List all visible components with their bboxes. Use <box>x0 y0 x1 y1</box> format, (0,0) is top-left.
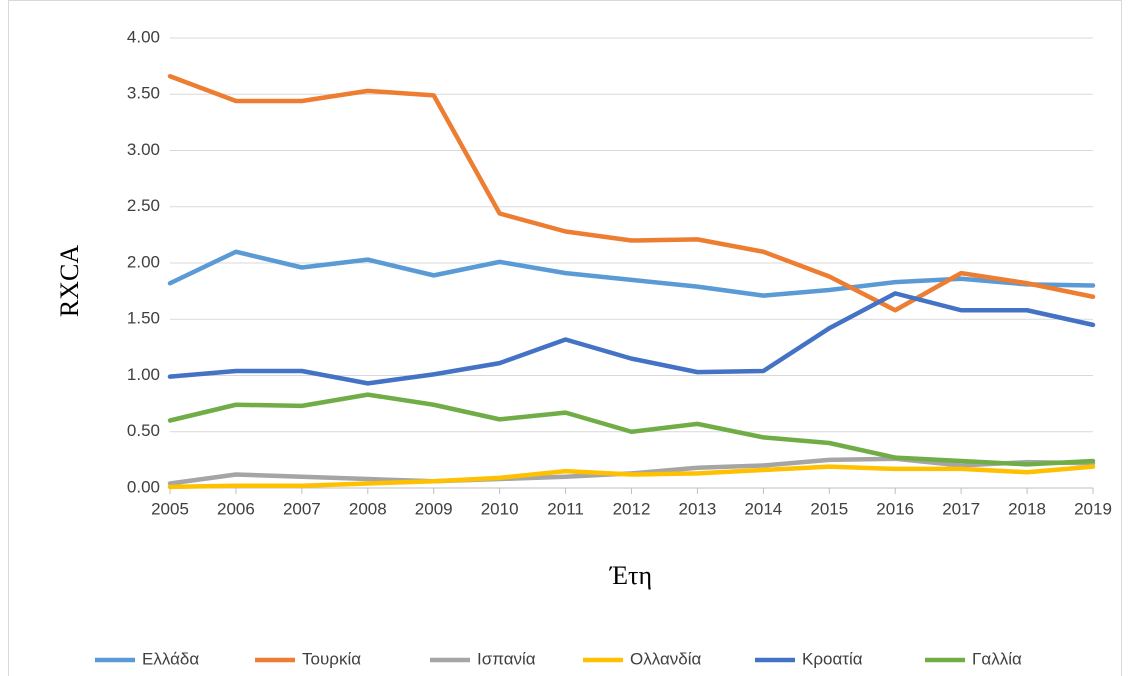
series-line <box>167 464 1096 490</box>
legend-label: Ελλάδα <box>142 649 199 668</box>
x-axis-label: Έτη <box>609 561 652 590</box>
series-line <box>167 249 1096 298</box>
legend-label: Ολλανδία <box>630 649 702 668</box>
legend-label: Τουρκία <box>302 649 361 668</box>
y-tick-label: 4.00 <box>127 27 160 46</box>
x-tick-label: 2019 <box>1074 499 1112 518</box>
y-tick-label: 2.50 <box>127 196 160 215</box>
y-tick-label: 1.00 <box>127 365 160 384</box>
y-tick-label: 2.00 <box>127 252 160 271</box>
x-tick-label: 2009 <box>415 499 453 518</box>
x-tick-label: 2017 <box>942 499 980 518</box>
y-tick-label: 3.00 <box>127 140 160 159</box>
y-tick-label: 1.50 <box>127 309 160 328</box>
y-tick-label: 3.50 <box>127 84 160 103</box>
y-tick-label: 0.00 <box>127 477 160 496</box>
x-tick-label: 2013 <box>679 499 717 518</box>
legend-label: Γαλλία <box>972 649 1022 668</box>
x-tick-label: 2016 <box>876 499 914 518</box>
x-tick-label: 2012 <box>613 499 651 518</box>
x-tick-label: 2008 <box>349 499 387 518</box>
x-tick-label: 2006 <box>217 499 255 518</box>
x-tick-label: 2010 <box>481 499 519 518</box>
y-tick-label: 0.50 <box>127 421 160 440</box>
x-tick-label: 2007 <box>283 499 321 518</box>
x-tick-label: 2015 <box>810 499 848 518</box>
x-tick-label: 2018 <box>1008 499 1046 518</box>
chart-border <box>8 0 1122 676</box>
x-tick-label: 2014 <box>744 499 782 518</box>
legend-label: Κροατία <box>802 649 863 668</box>
y-axis-label: RXCA <box>55 245 84 317</box>
series-line <box>167 74 1096 313</box>
x-tick-label: 2005 <box>151 499 189 518</box>
legend-label: Ισπανία <box>477 649 536 668</box>
series-line <box>167 291 1096 386</box>
series-line <box>167 392 1096 467</box>
x-tick-label: 2011 <box>547 499 584 518</box>
